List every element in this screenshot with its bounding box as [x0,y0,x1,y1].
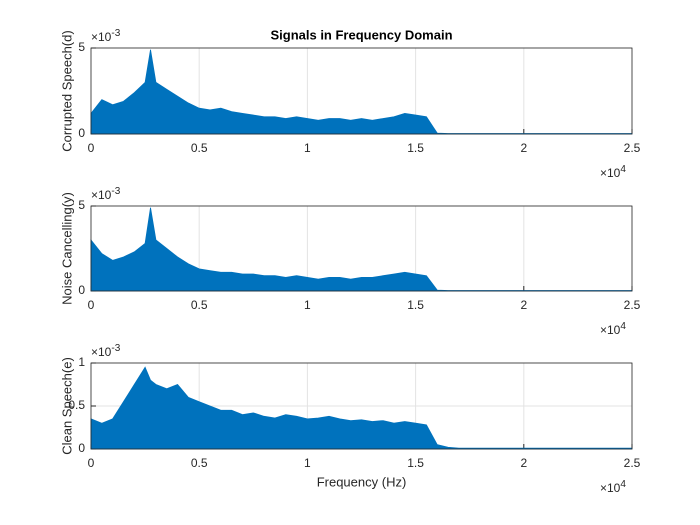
x-tick-label: 1 [304,456,311,470]
x-tick-label: 2 [520,141,527,155]
x-tick-label: 2 [520,298,527,312]
x-tick-label: 2.5 [624,456,641,470]
multiplier-exponent: 4 [620,479,626,490]
y-multiplier: ×10-3 [91,186,121,203]
y-tick-label: 0 [78,283,85,297]
multiplier-exponent: -3 [111,186,120,197]
x-tick-label: 0 [88,456,95,470]
chart-title: Signals in Frequency Domain [270,27,452,42]
spectrum-area [90,49,633,135]
axes-box [90,205,633,292]
multiplier-base: ×10 [91,30,112,44]
spectrum-area [90,366,633,450]
x-tick-label: 1 [304,141,311,155]
x-tick-label: 0.5 [191,298,208,312]
x-tick-label: 2.5 [624,298,641,312]
multiplier-base: ×10 [91,188,112,202]
x-tick-label: 2 [520,456,527,470]
spectrum-area [90,207,633,292]
x-axis-label: Frequency (Hz) [317,474,407,489]
y-tick-label: 0 [78,441,85,455]
x-multiplier: ×104 [600,164,626,181]
x-tick-label: 0.5 [191,141,208,155]
y-axis-label: Clean Speech(e) [59,357,74,455]
y-multiplier: ×10-3 [91,28,121,45]
x-tick-label: 1 [304,298,311,312]
y-tick-label: 0 [78,126,85,140]
axes-box [90,362,633,450]
x-multiplier: ×104 [600,479,626,496]
y-multiplier: ×10-3 [91,343,121,360]
y-tick-label: 1 [78,355,85,369]
x-tick-label: 2.5 [624,141,641,155]
x-tick-label: 1.5 [407,298,424,312]
x-tick-label: 0 [88,298,95,312]
y-axis-label: Corrupted Speech(d) [59,30,74,151]
x-tick-label: 1.5 [407,141,424,155]
y-tick-label: 0.5 [68,398,85,412]
x-tick-label: 0.5 [191,456,208,470]
y-tick-label: 5 [78,40,85,54]
axes-box [90,47,633,135]
multiplier-base: ×10 [600,481,621,495]
y-tick-label: 5 [78,198,85,212]
multiplier-base: ×10 [600,323,621,337]
y-axis-label: Noise Cancelling(y) [59,192,74,305]
multiplier-exponent: 4 [620,164,626,175]
multiplier-base: ×10 [600,166,621,180]
multiplier-exponent: -3 [111,343,120,354]
x-multiplier: ×104 [600,321,626,338]
multiplier-base: ×10 [91,345,112,359]
x-tick-label: 1.5 [407,456,424,470]
x-tick-label: 0 [88,141,95,155]
multiplier-exponent: -3 [111,28,120,39]
multiplier-exponent: 4 [620,321,626,332]
